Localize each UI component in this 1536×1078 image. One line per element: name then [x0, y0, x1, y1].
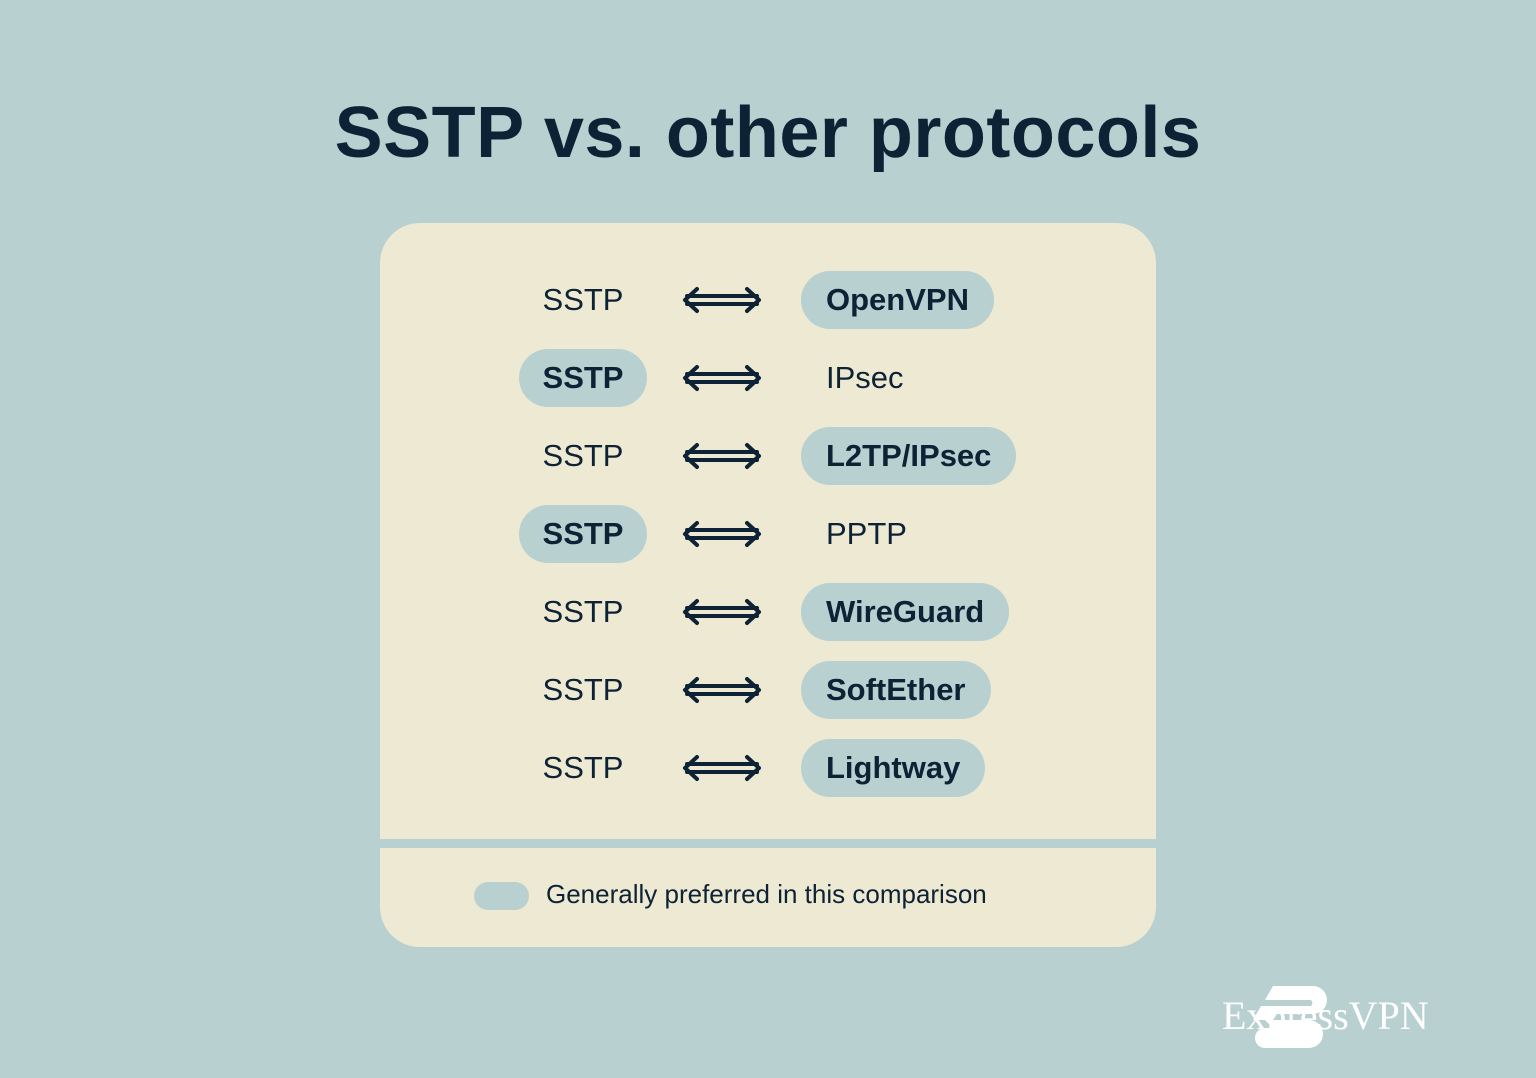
- comparison-row: SSTP OpenVPN: [380, 271, 1156, 329]
- expressvpn-logo-icon: [1253, 986, 1327, 1048]
- double-arrow-icon: [683, 365, 761, 391]
- left-protocol: SSTP: [542, 438, 624, 473]
- right-protocol: Lightway: [801, 739, 986, 797]
- comparison-row: SSTP L2TP/IPsec: [380, 427, 1156, 485]
- right-protocol: SoftEther: [801, 661, 991, 719]
- comparison-row: SSTP WireGuard: [380, 583, 1156, 641]
- right-protocol: WireGuard: [801, 583, 1010, 641]
- legend-swatch: [474, 882, 529, 910]
- divider: [380, 839, 1156, 848]
- double-arrow-icon: [683, 521, 761, 547]
- double-arrow-icon: [683, 755, 761, 781]
- comparison-row: SSTP PPTP: [380, 505, 1156, 563]
- right-protocol: OpenVPN: [801, 271, 994, 329]
- double-arrow-icon: [683, 677, 761, 703]
- comparison-row: SSTP IPsec: [380, 349, 1156, 407]
- comparison-row: SSTP Lightway: [380, 739, 1156, 797]
- right-protocol: IPsec: [826, 360, 904, 395]
- left-protocol: SSTP: [542, 282, 624, 317]
- double-arrow-icon: [683, 599, 761, 625]
- right-protocol: L2TP/IPsec: [801, 427, 1017, 485]
- left-protocol: SSTP: [542, 672, 624, 707]
- legend-label: Generally preferred in this comparison: [546, 879, 987, 909]
- right-protocol: PPTP: [826, 516, 907, 551]
- left-protocol: SSTP: [519, 505, 647, 563]
- comparison-card: SSTP OpenVPN SSTP IPsec SSTP L2TP/IPsec SST…: [380, 223, 1156, 947]
- double-arrow-icon: [683, 443, 761, 469]
- left-protocol: SSTP: [542, 750, 624, 785]
- comparison-row: SSTP SoftEther: [380, 661, 1156, 719]
- page-title: SSTP vs. other protocols: [334, 93, 1202, 173]
- left-protocol: SSTP: [542, 594, 624, 629]
- left-protocol: SSTP: [519, 349, 647, 407]
- double-arrow-icon: [683, 287, 761, 313]
- brand-name: ExpressVPN: [1222, 993, 1429, 1038]
